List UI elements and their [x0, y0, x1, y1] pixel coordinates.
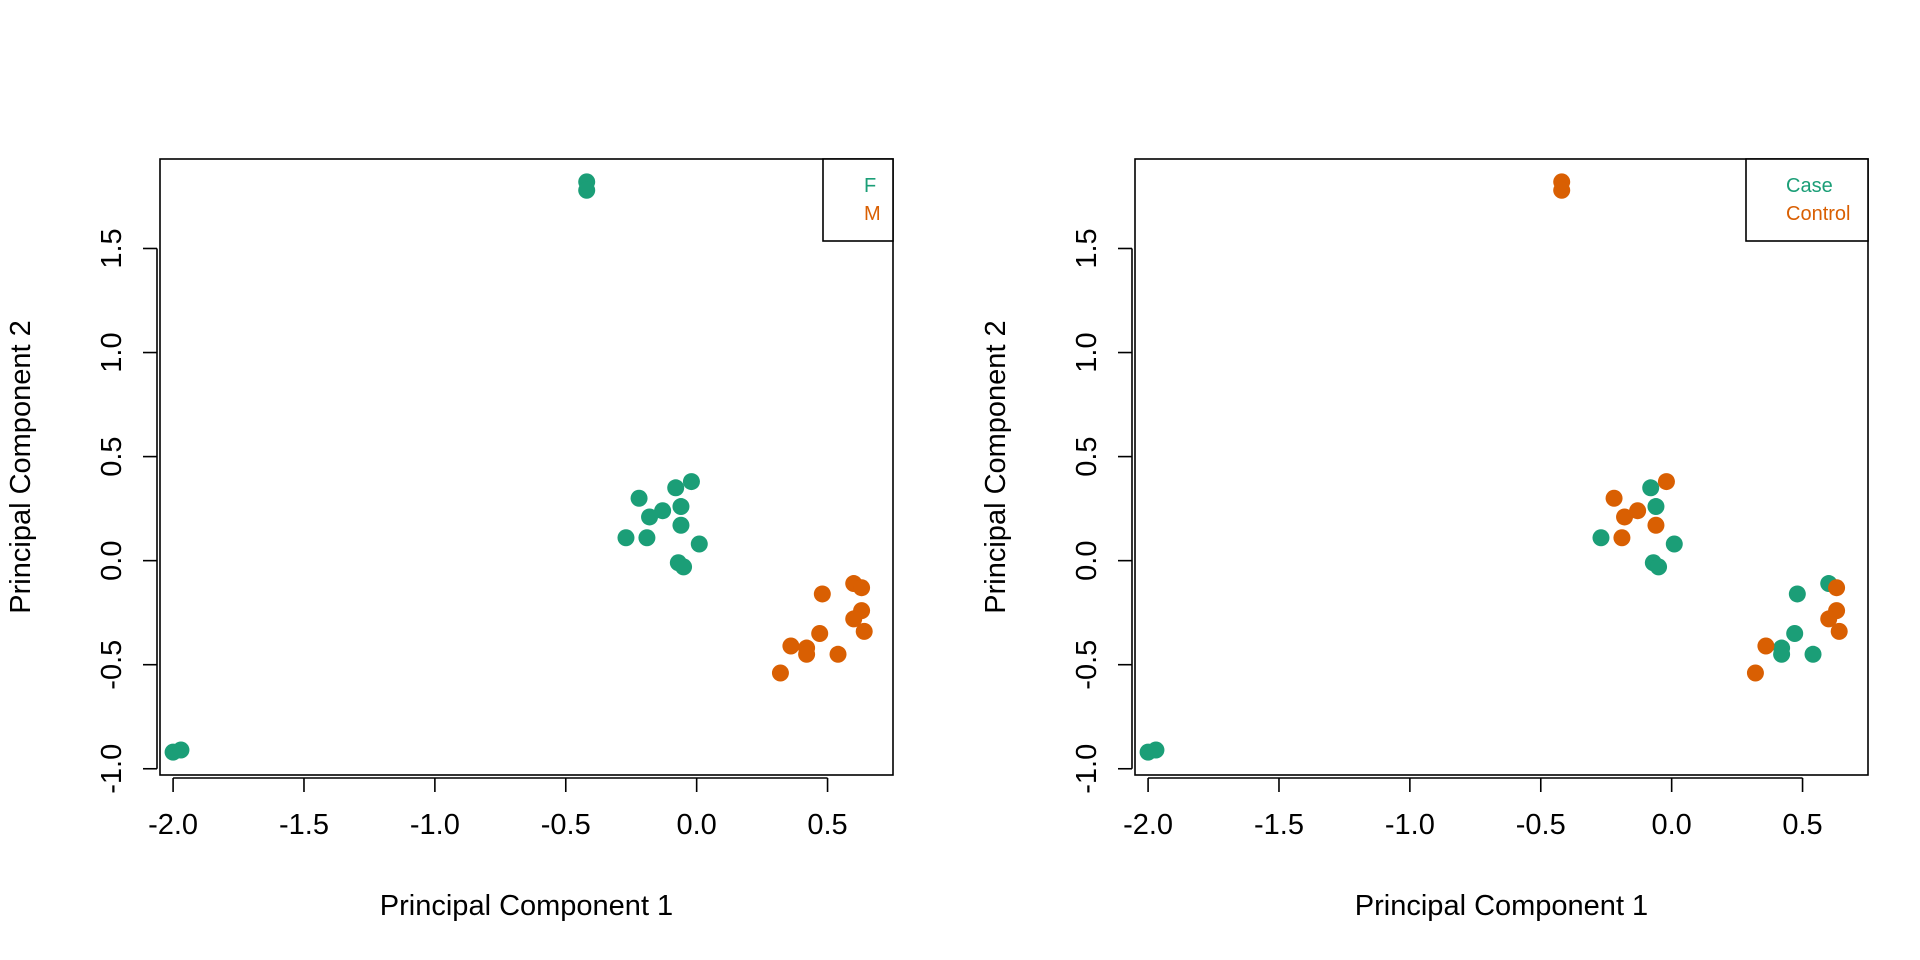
y-tick-label: 1.0 [96, 332, 128, 372]
data-point [811, 624, 829, 642]
x-tick-label: -2.0 [1123, 809, 1173, 841]
legend: FM [822, 158, 894, 242]
data-point [638, 529, 656, 547]
data-point [853, 579, 871, 597]
data-point [1616, 508, 1634, 526]
data-point [578, 181, 596, 199]
data-point [782, 637, 800, 655]
data-point [1828, 579, 1846, 597]
data-point [798, 645, 816, 663]
data-point [1757, 637, 1775, 655]
x-tick-label: 0.5 [1782, 809, 1822, 841]
data-point [654, 502, 672, 520]
x-tick-label: -0.5 [541, 809, 591, 841]
data-point [1650, 558, 1668, 576]
data-point [1642, 479, 1660, 497]
plot-frame [1134, 158, 1869, 776]
data-point [1605, 489, 1623, 507]
data-point [1647, 516, 1665, 534]
y-tick-label: -0.5 [96, 640, 128, 690]
data-point [641, 508, 659, 526]
plot-frame [159, 158, 894, 776]
legend-entry-m: M [864, 203, 881, 225]
series-f-points [164, 173, 708, 761]
data-point [813, 585, 831, 603]
data-point [675, 558, 693, 576]
x-axis-title: Principal Component 1 [1355, 890, 1648, 922]
data-point [690, 535, 708, 553]
y-tick-label: -1.0 [96, 744, 128, 794]
y-tick-label: 0.0 [1071, 540, 1103, 580]
y-tick-label: 1.5 [96, 228, 128, 268]
data-point [1657, 473, 1675, 491]
y-tick-label: 0.5 [1071, 436, 1103, 476]
legend-box [822, 158, 894, 242]
y-axis-title: Principal Component 2 [5, 320, 37, 613]
legend-entry-control: Control [1786, 203, 1850, 225]
x-tick-label: 0.0 [1651, 809, 1691, 841]
y-tick-label: 0.5 [96, 436, 128, 476]
series-case-points [1139, 479, 1838, 761]
y-tick-label: -0.5 [1071, 640, 1103, 690]
data-point [672, 498, 690, 516]
data-point [1830, 622, 1848, 640]
x-tick-label: 0.5 [807, 809, 847, 841]
data-point [1665, 535, 1683, 553]
data-point [1592, 529, 1610, 547]
data-point [617, 529, 635, 547]
data-point [1147, 741, 1165, 759]
y-tick-label: 1.0 [1071, 332, 1103, 372]
x-tick-label: -0.5 [1516, 809, 1566, 841]
data-point [1804, 645, 1822, 663]
y-tick-label: 1.5 [1071, 228, 1103, 268]
y-tick-label: -1.0 [1071, 744, 1103, 794]
data-point [1613, 529, 1631, 547]
x-tick-label: -1.0 [1385, 809, 1435, 841]
x-tick-label: -2.0 [148, 809, 198, 841]
data-point [1773, 645, 1791, 663]
plot-panel-2: -2.0 -1.5 -1.0 -0.5 0.0 0.5 -1.0 -0.5 0.0 0.5 1.0 1… [980, 158, 1869, 922]
data-point [1820, 610, 1838, 628]
x-tick-label: 0.0 [676, 809, 716, 841]
data-point [672, 516, 690, 534]
data-point [682, 473, 700, 491]
data-point [1788, 585, 1806, 603]
series-m-points [771, 575, 873, 682]
data-point [630, 489, 648, 507]
data-point [829, 645, 847, 663]
y-axis-title: Principal Component 2 [980, 320, 1012, 613]
x-tick-label: -1.0 [410, 809, 460, 841]
series-control-points [1553, 173, 1848, 682]
x-axis-title: Principal Component 1 [380, 890, 673, 922]
legend: Case Control [1745, 158, 1869, 242]
y-tick-label: 0.0 [96, 540, 128, 580]
legend-box [1745, 158, 1869, 242]
data-point [172, 741, 190, 759]
data-point [1746, 664, 1764, 682]
data-point [771, 664, 789, 682]
data-point [1553, 181, 1571, 199]
data-point [1647, 498, 1665, 516]
x-tick-label: -1.5 [1254, 809, 1304, 841]
legend-entry-case: Case [1786, 175, 1833, 197]
data-point [845, 610, 863, 628]
x-tick-label: -1.5 [279, 809, 329, 841]
plot-panel-1: -2.0 -1.5 -1.0 -0.5 0.0 0.5 -1.0 -0.5 0.0 0.5 1.0 1… [5, 158, 894, 922]
legend-entry-f: F [864, 175, 876, 197]
data-point [1786, 624, 1804, 642]
data-point [667, 479, 685, 497]
data-point [855, 622, 873, 640]
data-point [1629, 502, 1647, 520]
